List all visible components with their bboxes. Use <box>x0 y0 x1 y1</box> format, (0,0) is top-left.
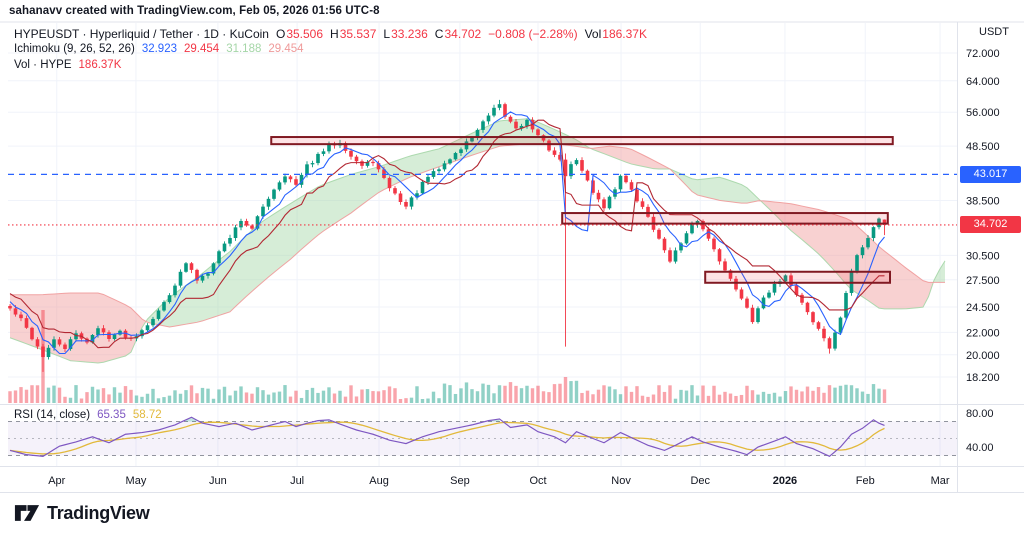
symbol-legend-row: HYPEUSDT · Hyperliquid / Tether · 1D · K… <box>14 27 647 41</box>
time-axis[interactable] <box>0 467 958 492</box>
volume-legend-row: Vol · HYPE 186.37K <box>14 59 121 71</box>
svg-text:38.500: 38.500 <box>966 195 1000 207</box>
ohlc-open: O 35.506 <box>275 27 324 41</box>
rsi-legend-row: RSI (14, close) 65.35 58.72 <box>14 409 162 421</box>
price-axis-labels: 72.000 64.000 56.000 48.500 38.500 30.500 27.5… <box>966 48 1000 454</box>
price-axis-currency-label: USDT <box>979 26 1009 38</box>
ohlc-high: H 35.537 <box>330 27 377 41</box>
volume-value: Vol 186.37K <box>584 27 647 41</box>
ichimoku-title[interactable]: Ichimoku (9, 26, 52, 26) <box>14 43 135 55</box>
ichimoku-base-value: 29.454 <box>184 43 220 55</box>
ohlc-close: C 34.702 <box>434 27 482 41</box>
svg-text:2026: 2026 <box>773 475 797 487</box>
ichimoku-conversion-value: 32.923 <box>141 43 177 55</box>
svg-text:56.000: 56.000 <box>966 107 1000 119</box>
svg-text:22.000: 22.000 <box>966 327 1000 339</box>
svg-text:24.500: 24.500 <box>966 302 1000 314</box>
tradingview-logo-text: TradingView <box>47 502 150 523</box>
svg-text:18.200: 18.200 <box>966 372 1000 384</box>
rsi-ma-value: 58.72 <box>132 409 162 421</box>
tradingview-logo-icon <box>14 505 40 521</box>
volume-indicator-title[interactable]: Vol · HYPE <box>14 59 72 71</box>
price-axis[interactable] <box>958 22 1024 492</box>
base-line <box>9 119 885 349</box>
svg-text:40.00: 40.00 <box>966 442 994 454</box>
conversion-line <box>9 111 885 355</box>
svg-text:Oct: Oct <box>529 475 546 487</box>
ichimoku-lead1-value: 31.188 <box>226 43 262 55</box>
svg-text:Sep: Sep <box>450 475 470 487</box>
grid-lines <box>8 23 957 466</box>
svg-text:80.00: 80.00 <box>966 408 994 420</box>
svg-text:27.500: 27.500 <box>966 275 1000 287</box>
main-chart-pane[interactable] <box>0 70 958 404</box>
symbol-title[interactable]: HYPEUSDT · Hyperliquid / Tether · 1D · K… <box>14 27 269 41</box>
ichimoku-lines <box>9 111 885 355</box>
svg-text:72.000: 72.000 <box>966 48 1000 60</box>
ichimoku-legend-row: Ichimoku (9, 26, 52, 26) 32.923 29.454 3… <box>14 43 304 55</box>
zone-rectangle <box>561 212 889 225</box>
svg-text:30.500: 30.500 <box>966 250 1000 262</box>
volume-indicator-value: 186.37K <box>78 59 122 71</box>
svg-text:Dec: Dec <box>690 475 710 487</box>
rsi-ma-line <box>9 421 885 455</box>
zone-rectangle <box>704 270 892 284</box>
candlestick-series <box>8 99 887 372</box>
svg-text:Aug: Aug <box>369 475 389 487</box>
attribution-text: sahanavv created with TradingView.com, F… <box>9 5 380 17</box>
svg-text:20.000: 20.000 <box>966 350 1000 362</box>
svg-text:Apr: Apr <box>48 475 65 487</box>
ichimoku-cloud <box>9 118 946 364</box>
zone-rectangle <box>270 136 894 146</box>
rsi-pane <box>8 416 957 458</box>
price-badge: 34.702 <box>960 216 1021 234</box>
ohlc-low: L 33.236 <box>383 27 428 41</box>
price-badge: 43.017 <box>960 165 1021 183</box>
pane-separators <box>0 21 1024 493</box>
rsi-value: 65.35 <box>97 409 126 421</box>
svg-text:64.000: 64.000 <box>966 76 1000 88</box>
svg-text:Feb: Feb <box>856 475 875 487</box>
rsi-line <box>9 416 885 458</box>
svg-text:Mar: Mar <box>931 475 950 487</box>
time-axis-labels: Apr May Jun Jul Aug Sep Oct Nov Dec 2026 Feb Mar <box>48 475 950 487</box>
price-levels <box>8 173 957 226</box>
tradingview-logo[interactable]: TradingView <box>14 502 150 524</box>
ichimoku-lead2-value: 29.454 <box>268 43 304 55</box>
svg-text:Jun: Jun <box>209 475 227 487</box>
volume-series <box>8 310 887 403</box>
svg-text:Nov: Nov <box>611 475 631 487</box>
svg-text:May: May <box>126 475 147 487</box>
price-zones <box>270 136 894 284</box>
rsi-title[interactable]: RSI (14, close) <box>14 409 91 421</box>
svg-text:48.500: 48.500 <box>966 141 1000 153</box>
change-value: −0.808 (−2.28%) <box>488 27 578 41</box>
svg-text:Jul: Jul <box>290 475 304 487</box>
